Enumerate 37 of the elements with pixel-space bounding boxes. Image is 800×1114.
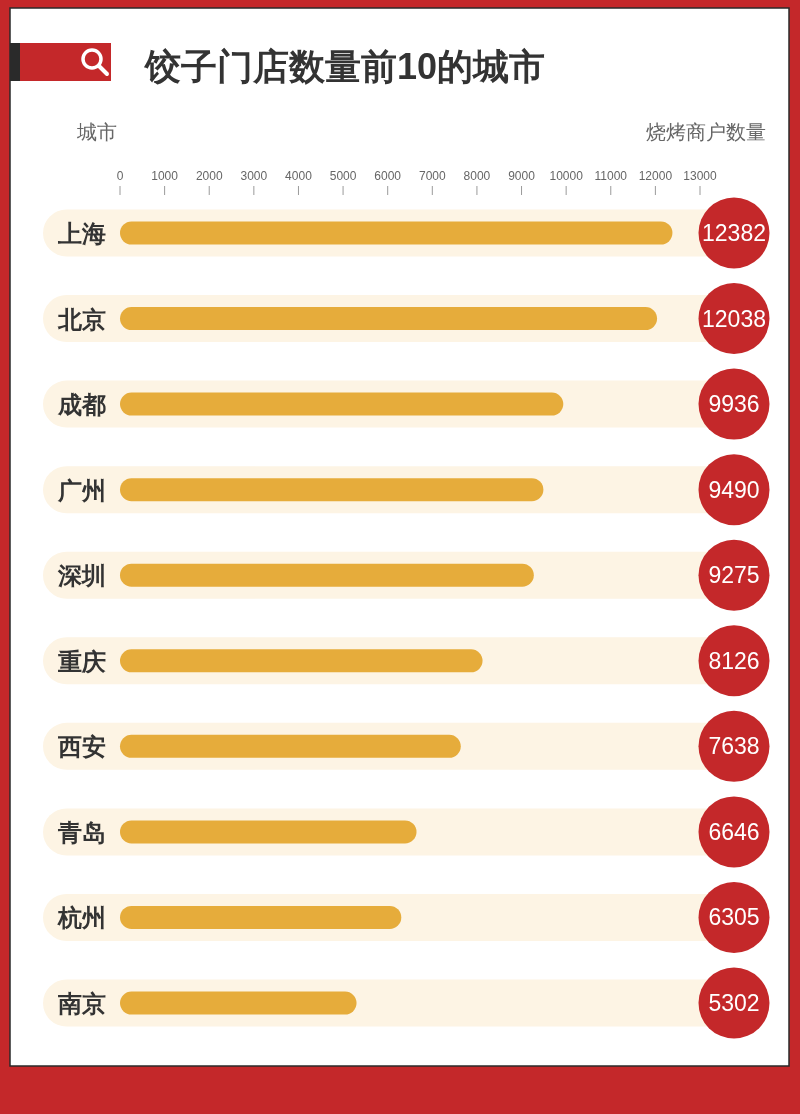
- x-tick-label: 9000: [508, 169, 535, 183]
- data-label: 9490: [708, 476, 760, 503]
- category-label: 广州: [58, 476, 106, 504]
- x-tick-label: 10000: [549, 169, 583, 183]
- category-label: 深圳: [58, 562, 106, 590]
- data-label: 8126: [708, 647, 760, 674]
- category-label: 青岛: [58, 818, 106, 846]
- x-tick-label: 2000: [195, 169, 223, 183]
- x-tick-label: 8000: [463, 169, 491, 183]
- data-label: 5302: [708, 990, 760, 1017]
- x-tick-label: 4000: [285, 169, 312, 183]
- x-tick-label: 12000: [638, 169, 673, 183]
- x-tick-label: 0: [116, 169, 124, 183]
- x-tick-label: 3000: [240, 169, 268, 183]
- x-tick-label: 7000: [418, 169, 446, 183]
- x-tick-label: 1000: [151, 169, 178, 183]
- x-tick-label: 13000: [683, 169, 717, 183]
- category-label: 成都: [58, 391, 106, 419]
- category-label: 杭州: [58, 904, 106, 932]
- data-label: 12382: [702, 220, 766, 246]
- category-label: 上海: [58, 220, 106, 247]
- category-label: 重庆: [58, 647, 106, 675]
- x-tick-label: 6000: [374, 169, 402, 183]
- category-label: 南京: [58, 990, 106, 1018]
- data-label: 12038: [702, 305, 766, 332]
- category-label: 北京: [58, 305, 106, 333]
- ylabel: 城市: [77, 121, 117, 143]
- title: 饺子门店数量前10的城市: [145, 46, 546, 87]
- data-label: 7638: [708, 733, 760, 760]
- x-tick-label: 5000: [329, 169, 357, 183]
- data-label: 9275: [708, 562, 760, 589]
- data-label: 6305: [708, 904, 760, 931]
- xlabel: 烧烤商户数量: [646, 121, 766, 143]
- category-label: 西安: [58, 733, 106, 761]
- x-tick-label: 11000: [594, 169, 627, 183]
- data-label: 6646: [708, 818, 760, 845]
- data-label: 9936: [708, 391, 760, 418]
